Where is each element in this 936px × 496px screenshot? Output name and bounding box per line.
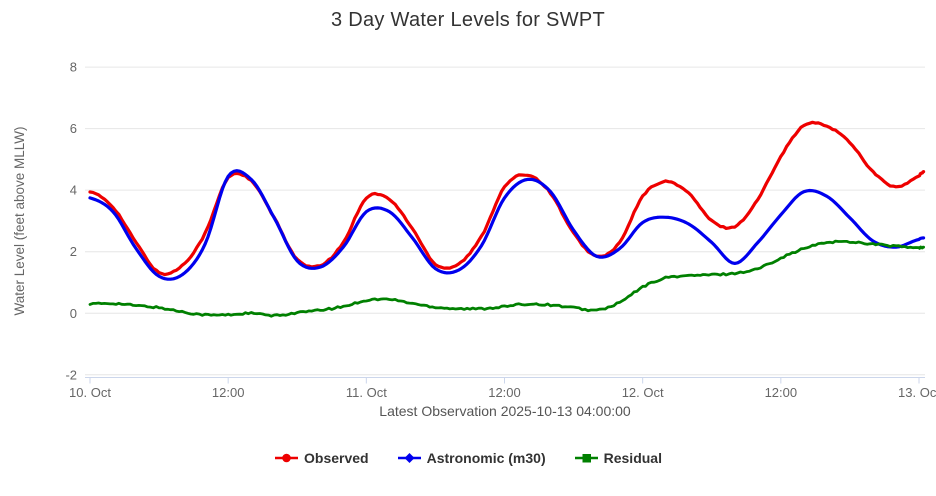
x-tick-label: 12. Oct: [622, 385, 664, 400]
legend-item-residual[interactable]: Residual: [574, 450, 662, 466]
x-axis-title: Latest Observation 2025-10-13 04:00:00: [379, 403, 631, 419]
diamond-marker-icon: [397, 453, 421, 463]
astronomic-line: [88, 169, 926, 281]
legend-item-label: Astronomic (m30): [426, 450, 546, 466]
residual-line: [88, 239, 925, 318]
y-tick-label: 2: [70, 244, 77, 259]
y-tick-label: 0: [70, 306, 77, 321]
x-tick-label: 12:00: [212, 385, 245, 400]
legend-item-observed[interactable]: Observed: [274, 450, 369, 466]
legend-item-label: Residual: [603, 450, 662, 466]
observed-line: [88, 120, 926, 277]
legend: Observed Astronomic (m30) Residual: [0, 450, 936, 466]
y-axis-title: Water Level (feet above MLLW): [12, 126, 27, 315]
y-tick-label: 4: [70, 183, 77, 198]
x-tick-label: 13. Oct: [898, 385, 936, 400]
y-tick-label: 8: [70, 60, 77, 75]
legend-item-label: Observed: [304, 450, 369, 466]
chart-title: 3 Day Water Levels for SWPT: [330, 9, 606, 31]
circle-marker-icon: [275, 453, 298, 463]
legend-item-astronomic[interactable]: Astronomic (m30): [397, 450, 546, 466]
square-marker-icon: [574, 454, 598, 463]
plot-area: Water Level (feet above MLLW) -2 0 2 4 6 8 10.…: [12, 60, 936, 400]
y-tick-label: 6: [70, 121, 77, 136]
x-tick-label: 10. Oct: [69, 385, 111, 400]
x-tick-label: 12:00: [765, 385, 798, 400]
y-tick-label: -2: [65, 367, 77, 382]
x-tick-label: 11. Oct: [346, 385, 387, 400]
x-tick-label: 12:00: [488, 385, 521, 400]
